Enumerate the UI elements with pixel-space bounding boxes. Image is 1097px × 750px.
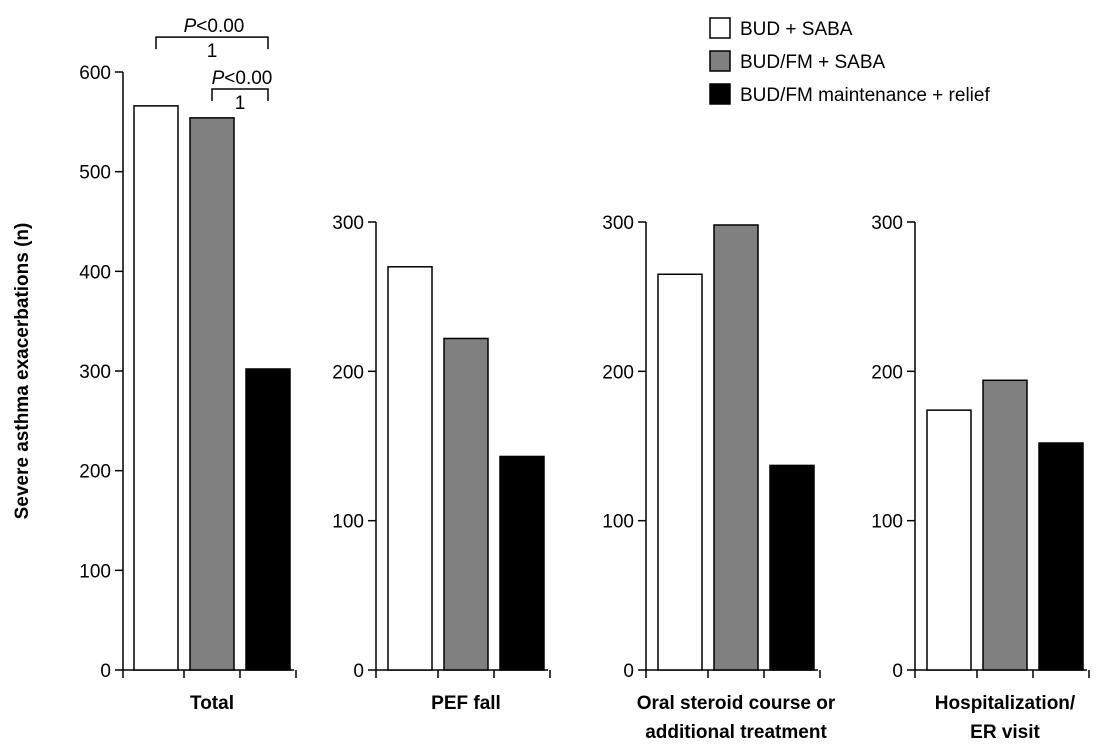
- y-tick-label-1-1: 100: [332, 512, 364, 533]
- panel-label-3-0: Hospitalization/: [935, 693, 1076, 714]
- bar-0-1: [189, 117, 235, 671]
- y-tick-label-3-0: 0: [892, 661, 903, 682]
- y-tick-label-1-2: 200: [332, 362, 364, 383]
- legend-label-0: BUD + SABA: [740, 19, 853, 40]
- bar-3-2: [1038, 442, 1084, 671]
- y-tick-label-1-0: 0: [353, 661, 364, 682]
- y-tick-label-0-4: 400: [79, 262, 111, 283]
- sig-label-line2-0-0: 1: [207, 41, 218, 62]
- legend-label-1: BUD/FM + SABA: [740, 52, 885, 73]
- legend-swatch-2: [709, 83, 731, 105]
- y-tick-label-3-3: 300: [871, 213, 903, 234]
- bar-2-0: [657, 273, 703, 671]
- panel-label-3-1: ER visit: [970, 722, 1040, 743]
- bar-2-2: [769, 464, 815, 671]
- bar-1-2: [499, 455, 545, 671]
- y-tick-label-0-5: 500: [79, 163, 111, 184]
- y-tick-label-2-1: 100: [602, 512, 634, 533]
- y-tick-label-0-1: 100: [79, 561, 111, 582]
- panel-label-1-0: PEF fall: [431, 693, 501, 714]
- bar-1-0: [387, 266, 433, 671]
- y-axis-title: Severe asthma exacerbations (n): [12, 223, 33, 520]
- legend-swatch-1: [709, 50, 731, 72]
- y-tick-label-0-3: 300: [79, 362, 111, 383]
- sig-label-line2-0-1: 1: [235, 93, 246, 114]
- sig-bracket-0-0: [155, 36, 269, 50]
- sig-label-0-0: P<0.00: [184, 16, 245, 37]
- y-tick-label-0-0: 0: [100, 661, 111, 682]
- y-tick-label-1-3: 300: [332, 213, 364, 234]
- bar-0-2: [245, 368, 291, 671]
- y-tick-label-0-2: 200: [79, 462, 111, 483]
- y-tick-label-0-6: 600: [79, 63, 111, 84]
- y-tick-label-2-2: 200: [602, 362, 634, 383]
- bar-3-1: [982, 379, 1028, 671]
- legend-swatch-0: [709, 17, 731, 39]
- y-tick-label-2-3: 300: [602, 213, 634, 234]
- panel-label-2-1: additional treatment: [645, 722, 827, 743]
- bar-3-0: [926, 409, 972, 671]
- y-tick-label-2-0: 0: [623, 661, 634, 682]
- sig-bracket-0-1: [211, 88, 269, 101]
- sig-label-0-1: P<0.00: [212, 68, 273, 89]
- legend-label-2: BUD/FM maintenance + relief: [740, 85, 990, 106]
- panel-label-2-0: Oral steroid course or: [637, 693, 836, 714]
- panel-label-0-0: Total: [190, 693, 234, 714]
- bar-2-1: [713, 224, 759, 671]
- y-tick-label-3-2: 200: [871, 362, 903, 383]
- bar-0-0: [133, 105, 179, 671]
- bar-1-1: [443, 337, 489, 671]
- y-tick-label-3-1: 100: [871, 512, 903, 533]
